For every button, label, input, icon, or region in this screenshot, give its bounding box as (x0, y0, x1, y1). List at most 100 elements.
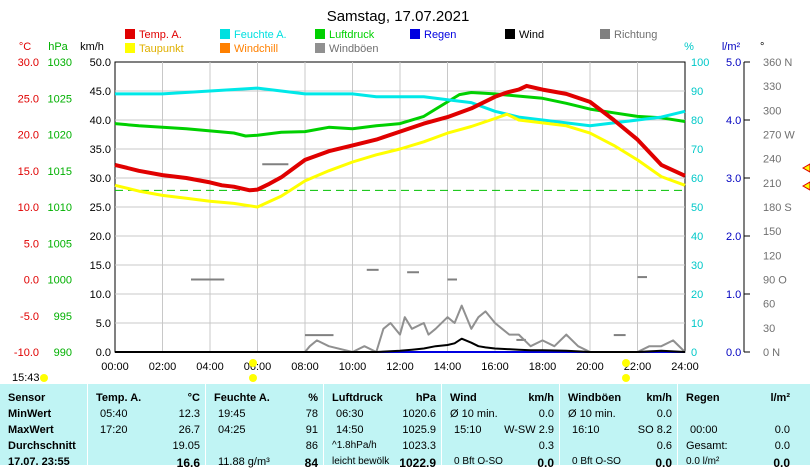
sunset-icon (622, 359, 630, 367)
time-tick-label: 24:00 (671, 361, 699, 373)
time-tick-label: 18:00 (529, 361, 557, 373)
tick-label-direction: 30 (763, 323, 775, 335)
stats-time: 11.88 g/m³ (218, 456, 270, 468)
tick-label-pressure: 1030 (48, 57, 72, 69)
stats-total-label: Gesamt: (686, 440, 728, 452)
stats-value: 0.0 (773, 456, 790, 470)
time-tick-label: 16:00 (481, 361, 509, 373)
tick-label-pressure: 1025 (48, 93, 72, 105)
stats-value: 0.3 (538, 440, 554, 452)
stats-row-label: MaxWert (8, 424, 54, 436)
stats-value: 1023.3 (402, 440, 436, 452)
stats-time: 17:20 (100, 424, 128, 436)
tick-label-pressure: 1020 (48, 130, 72, 142)
stats-time: 16:10 (572, 424, 600, 436)
stats-header-humidity: Feuchte A. (214, 392, 270, 404)
time-tick-label: 22:00 (624, 361, 652, 373)
stats-row-label: MinWert (8, 408, 52, 420)
stats-value: 0.0 (656, 408, 672, 420)
stats-header-temp: Temp. A. (96, 392, 142, 404)
grid (115, 62, 685, 352)
stats-rain-rate: 0.0 l/m² (686, 456, 720, 467)
stats-trend: ^1.8hPa/h (332, 440, 377, 451)
legend-label: Windchill (234, 43, 278, 55)
tick-label-direction: 180 S (763, 202, 792, 214)
series-line-feuchte-a- (115, 86, 686, 128)
legend-swatch (505, 29, 515, 39)
stats-value: 0.0 (537, 456, 554, 470)
axis-units: °C hPa km/h% l/m² ° (19, 41, 765, 53)
legend-label: Richtung (614, 29, 657, 41)
tick-label-rain: 5.0 (726, 57, 741, 69)
tick-label-temp: 25.0 (18, 93, 39, 105)
tick-label-humidity: 100 (691, 57, 709, 69)
stats-value: 12.3 (178, 408, 200, 420)
legend-swatch (125, 43, 135, 53)
tick-label-pressure: 1000 (48, 275, 72, 287)
tick-label-humidity: 80 (691, 115, 703, 127)
tick-label-temp: 30.0 (18, 57, 39, 69)
stats-time: 04:25 (218, 424, 246, 436)
tick-label-temp: 15.0 (18, 166, 39, 178)
axis-unit-humidity: % (684, 41, 694, 53)
legend-swatch (600, 29, 610, 39)
time-tick-label: 04:00 (196, 361, 224, 373)
stats-row-label: Durchschnitt (8, 440, 76, 452)
axis-unit-rain: l/m² (722, 41, 741, 53)
stats-value: 91 (305, 424, 318, 436)
stats-value: 0.6 (656, 440, 672, 452)
stats-gust-column: Windböen km/h Ø 10 min. 0.0 16:10 SO 8.2… (559, 384, 678, 470)
tick-label-direction: 210 (763, 178, 781, 190)
time-tick-label: 12:00 (386, 361, 414, 373)
legend-label: Windböen (329, 43, 379, 55)
legend-swatch (220, 29, 230, 39)
sunrise-icon (249, 374, 257, 382)
stats-beaufort: 0 Bft O-SO (454, 456, 503, 467)
legend: Temp. A. Feuchte A. Luftdruck Regen Wind Rich… (125, 29, 657, 55)
time-tick-label: 02:00 (149, 361, 177, 373)
stats-header-sensor: Sensor (8, 392, 46, 404)
tick-label-rain: 3.0 (726, 173, 741, 185)
stats-value: 26.7 (178, 424, 200, 436)
tick-label-temp: 5.0 (24, 238, 39, 250)
tick-label-wind: 0.0 (96, 347, 111, 359)
legend-label: Taupunkt (139, 43, 184, 55)
legend-label: Feuchte A. (234, 29, 287, 41)
tick-label-pressure: 990 (54, 347, 72, 359)
stats-time: Ø 10 min. (450, 408, 498, 420)
tick-label-humidity: 30 (691, 260, 703, 272)
stats-beaufort: 0 Bft O-SO (572, 456, 621, 467)
stats-humidity-column: Feuchte A. % 19:45 78 04:25 91 86 11.88 … (205, 384, 324, 470)
tick-label-wind: 5.0 (96, 318, 111, 330)
stats-time: 15:10 (454, 424, 482, 436)
time-tick-label: 08:00 (291, 361, 319, 373)
tick-label-wind: 15.0 (90, 260, 111, 272)
legend-swatch (125, 29, 135, 39)
sunset-icon (622, 374, 630, 382)
legend-swatch (315, 43, 325, 53)
stats-time: 06:30 (336, 408, 364, 420)
arrow-icon (801, 163, 810, 173)
tick-label-direction: 360 N (763, 57, 792, 69)
chart-title: Samstag, 17.07.2021 (327, 8, 470, 25)
stats-pressure-column: Luftdruck hPa 06:30 1020.6 14:50 1025.9 … (323, 384, 442, 470)
legend-label: Luftdruck (329, 29, 375, 41)
stats-unit: l/m² (770, 392, 790, 404)
time-axis: 00:00 02:00 04:00 06:00 08:00 10:00 12:00 14:00… (101, 361, 699, 373)
time-tick-label: 00:00 (101, 361, 129, 373)
stats-header-rain: Regen (686, 392, 720, 404)
tick-label-direction: 0 N (763, 347, 780, 359)
stats-unit: km/h (646, 392, 672, 404)
arrow-icon (801, 181, 810, 191)
tick-label-rain: 0.0 (726, 347, 741, 359)
tick-label-temp: -5.0 (20, 311, 39, 323)
statistics-panel: Sensor MinWert MaxWert Durchschnitt 17.0… (0, 384, 810, 470)
stats-value: 0.0 (538, 408, 554, 420)
time-tick-label: 14:00 (434, 361, 462, 373)
stats-value: 1025.9 (402, 424, 436, 436)
stats-wind-column: Wind km/h Ø 10 min. 0.0 15:10 W-SW 2.9 0… (441, 384, 560, 470)
stats-time: 14:50 (336, 424, 364, 436)
tick-label-direction: 60 (763, 299, 775, 311)
sunrise-icon (249, 359, 257, 367)
legend-label: Wind (519, 29, 544, 41)
